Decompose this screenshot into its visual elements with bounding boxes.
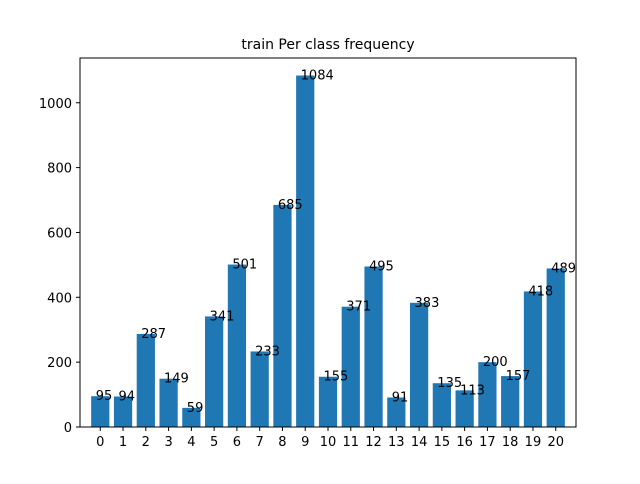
x-tick-label-18: 18 <box>502 435 519 450</box>
bar-14 <box>409 302 429 427</box>
bar-0 <box>91 396 110 427</box>
bar-18 <box>501 376 520 427</box>
bar-value-label-18: 157 <box>506 369 531 384</box>
bar-16 <box>455 390 474 427</box>
x-tick-label-13: 13 <box>388 435 405 450</box>
bar-value-label-11: 371 <box>346 300 371 315</box>
bar-10 <box>318 376 338 427</box>
bar-17 <box>478 362 497 427</box>
bar-13 <box>387 397 406 427</box>
x-tick-label-4: 4 <box>187 435 195 450</box>
bar-value-label-4: 59 <box>187 401 204 416</box>
x-tick-label-7: 7 <box>256 435 264 450</box>
bar-9 <box>296 75 315 427</box>
bar-value-label-16: 113 <box>460 383 485 398</box>
y-tick-label-800: 800 <box>47 162 72 177</box>
y-tick-label-0: 0 <box>64 421 72 436</box>
y-tick-label-600: 600 <box>47 226 72 241</box>
bar-value-label-6: 501 <box>232 258 257 273</box>
bar-value-label-15: 135 <box>437 376 462 391</box>
bar-2 <box>136 333 155 427</box>
bar-5 <box>205 316 224 427</box>
y-tick-label-400: 400 <box>47 291 72 306</box>
bar-value-label-5: 341 <box>210 309 235 324</box>
x-tick-label-1: 1 <box>119 435 127 450</box>
x-tick-label-9: 9 <box>301 435 309 450</box>
x-tick-label-15: 15 <box>434 435 451 450</box>
bar-value-label-19: 418 <box>528 284 553 299</box>
x-tick-label-8: 8 <box>278 435 286 450</box>
bar-3 <box>159 378 178 427</box>
bar-8 <box>273 204 292 427</box>
x-tick-label-11: 11 <box>342 435 359 450</box>
x-tick-label-17: 17 <box>479 435 496 450</box>
bar-7 <box>250 351 269 427</box>
bar-value-label-3: 149 <box>164 372 189 387</box>
bar-value-label-0: 95 <box>96 389 113 404</box>
x-tick-label-14: 14 <box>411 435 428 450</box>
bar-value-label-12: 495 <box>369 259 394 274</box>
x-tick-label-16: 16 <box>456 435 473 450</box>
bar-value-label-20: 489 <box>551 261 576 276</box>
bar-19 <box>523 291 543 427</box>
x-tick-label-12: 12 <box>365 435 382 450</box>
bar-20 <box>546 268 565 427</box>
x-tick-label-6: 6 <box>233 435 241 450</box>
x-tick-label-10: 10 <box>320 435 337 450</box>
bar-value-label-7: 233 <box>255 344 280 359</box>
bar-11 <box>341 306 360 427</box>
x-tick-label-2: 2 <box>142 435 150 450</box>
bar-15 <box>432 383 451 427</box>
x-tick-label-5: 5 <box>210 435 218 450</box>
bar-value-label-1: 94 <box>118 390 135 405</box>
bar-value-label-17: 200 <box>483 355 508 370</box>
y-tick-label-1000: 1000 <box>39 97 72 112</box>
bar-value-label-2: 287 <box>141 327 166 342</box>
bar-value-label-10: 155 <box>323 370 348 385</box>
x-tick-label-3: 3 <box>164 435 172 450</box>
y-tick-label-200: 200 <box>47 356 72 371</box>
bar-1 <box>113 396 133 427</box>
x-tick-label-0: 0 <box>96 435 104 450</box>
bar-6 <box>227 264 247 427</box>
bar-value-label-9: 1084 <box>301 69 334 84</box>
bar-12 <box>364 266 383 427</box>
bar-4 <box>182 407 201 427</box>
x-tick-label-19: 19 <box>525 435 542 450</box>
bar-value-label-13: 91 <box>392 390 409 405</box>
plot-frame <box>79 57 577 428</box>
x-tick-label-20: 20 <box>547 435 564 450</box>
chart-title: train Per class frequency <box>241 37 414 53</box>
bar-value-label-14: 383 <box>415 296 440 311</box>
bar-value-label-8: 685 <box>278 198 303 213</box>
